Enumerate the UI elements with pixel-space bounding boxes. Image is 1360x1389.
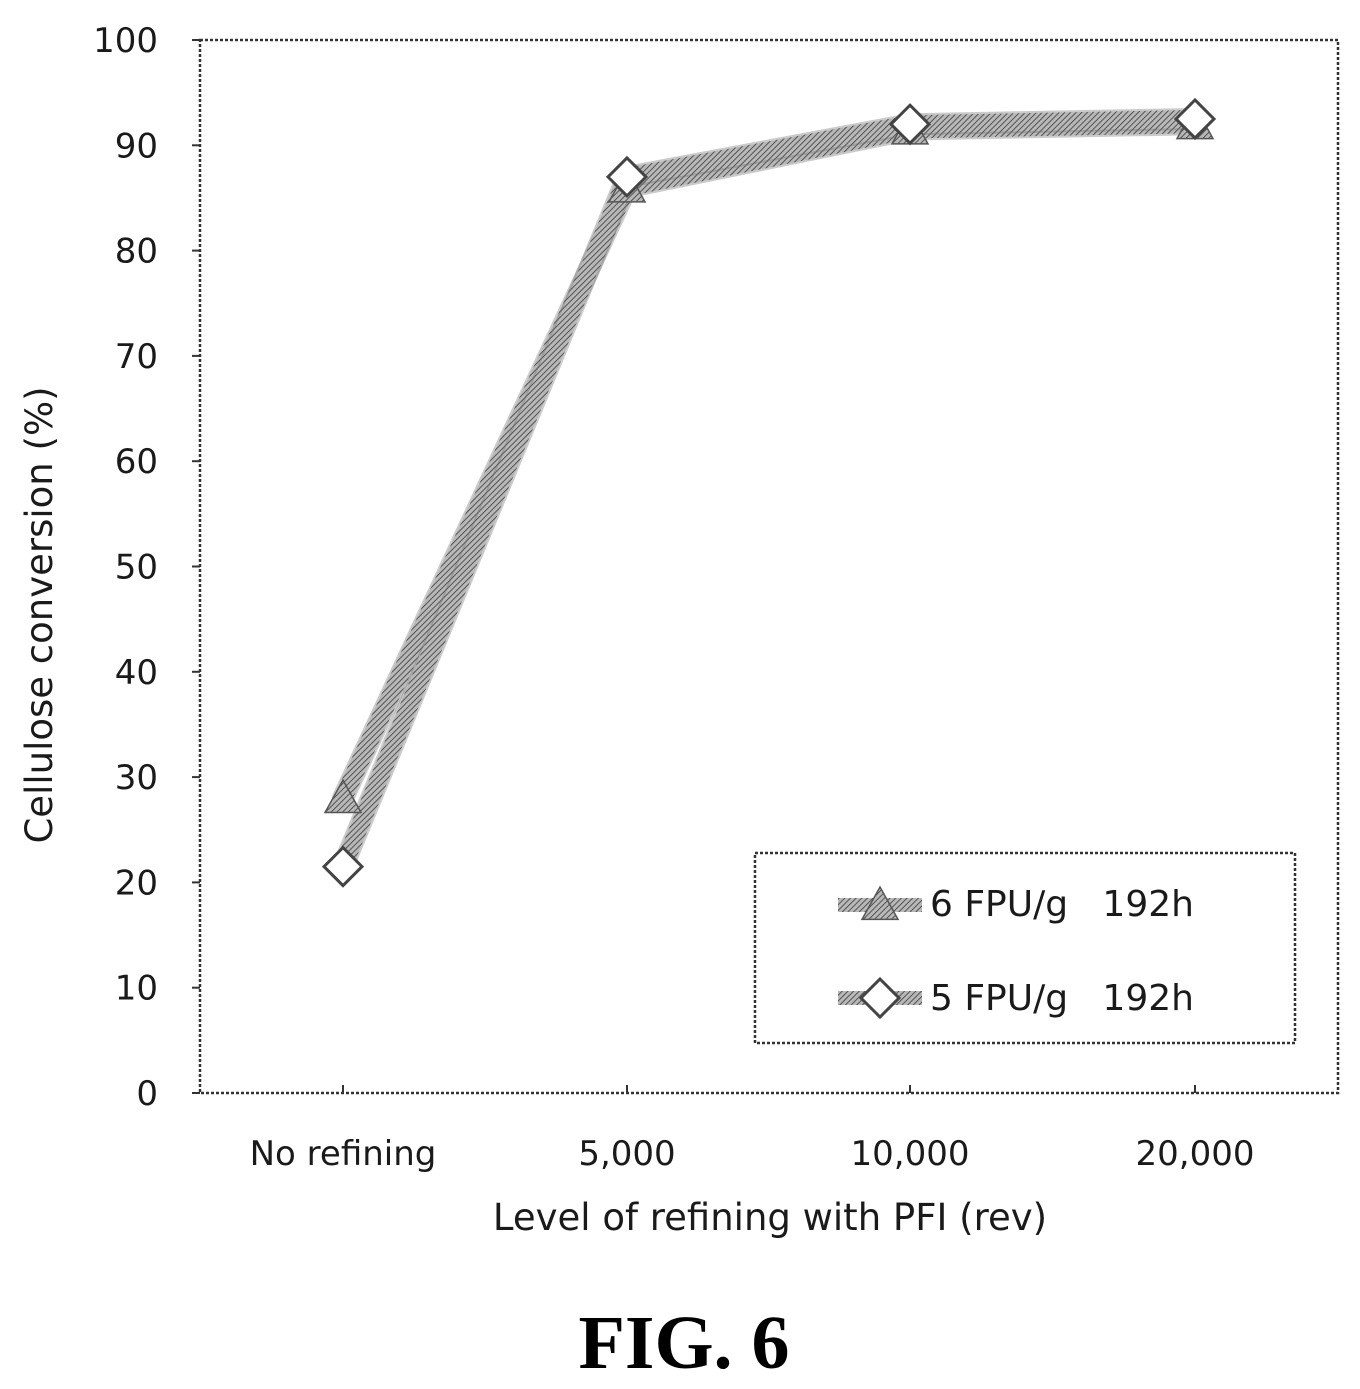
- legend-label-series-2: 5 FPU/g 192h: [930, 978, 1194, 1019]
- legend-items: [838, 885, 922, 1020]
- legend-marker-triangle: [860, 885, 900, 921]
- y-tick-label: 0: [136, 1074, 158, 1114]
- y-tick-label: 90: [115, 126, 158, 166]
- series-line-halo: [332, 107, 1206, 878]
- series-1-markers: [323, 104, 1215, 814]
- y-axis-ticks: 0 10 20 30 40 50 60 70 80 90 100: [93, 21, 200, 1114]
- x-axis-title: Level of refining with PFI (rev): [493, 1196, 1047, 1239]
- data-point-diamond: [1173, 97, 1217, 141]
- series-2: [332, 107, 1206, 878]
- series-1: [332, 113, 1206, 810]
- y-tick-label: 10: [115, 969, 158, 1009]
- series-line: [334, 109, 1204, 876]
- data-point-diamond: [321, 845, 365, 888]
- y-tick-label: 40: [115, 653, 158, 693]
- legend-marker-diamond: [858, 976, 902, 1020]
- x-tick-label: 5,000: [578, 1134, 675, 1174]
- x-tick-label: 10,000: [851, 1134, 970, 1174]
- legend-symbol-series-1: [838, 885, 922, 921]
- figure-caption: FIG. 6: [578, 1301, 789, 1385]
- y-tick-label: 50: [115, 548, 158, 588]
- y-tick-label: 30: [115, 758, 158, 798]
- series-layer: [321, 97, 1217, 888]
- data-point-diamond: [605, 155, 649, 199]
- legend-symbol-series-2: [838, 976, 922, 1020]
- data-point-diamond: [888, 103, 932, 146]
- y-tick-label: 100: [93, 21, 158, 61]
- series-2-markers: [321, 97, 1217, 888]
- series-line-halo: [332, 113, 1206, 810]
- x-tick-label: 20,000: [1136, 1134, 1255, 1174]
- series-line: [334, 115, 1204, 808]
- y-tick-label: 60: [115, 442, 158, 482]
- y-tick-label: 80: [115, 232, 158, 272]
- data-point-triangle: [323, 778, 363, 814]
- x-tick-label: No refining: [250, 1134, 437, 1174]
- legend-box: [753, 851, 1297, 1045]
- y-axis-title: Cellulose conversion (%): [18, 386, 61, 843]
- y-tick-label: 20: [115, 863, 158, 903]
- legend: 6 FPU/g 192h 5 FPU/g 192h: [753, 851, 1297, 1045]
- y-tick-label: 70: [115, 337, 158, 377]
- x-axis-ticks: No refining 5,000 10,000 20,000: [250, 1085, 1255, 1174]
- legend-label-series-1: 6 FPU/g 192h: [930, 884, 1194, 925]
